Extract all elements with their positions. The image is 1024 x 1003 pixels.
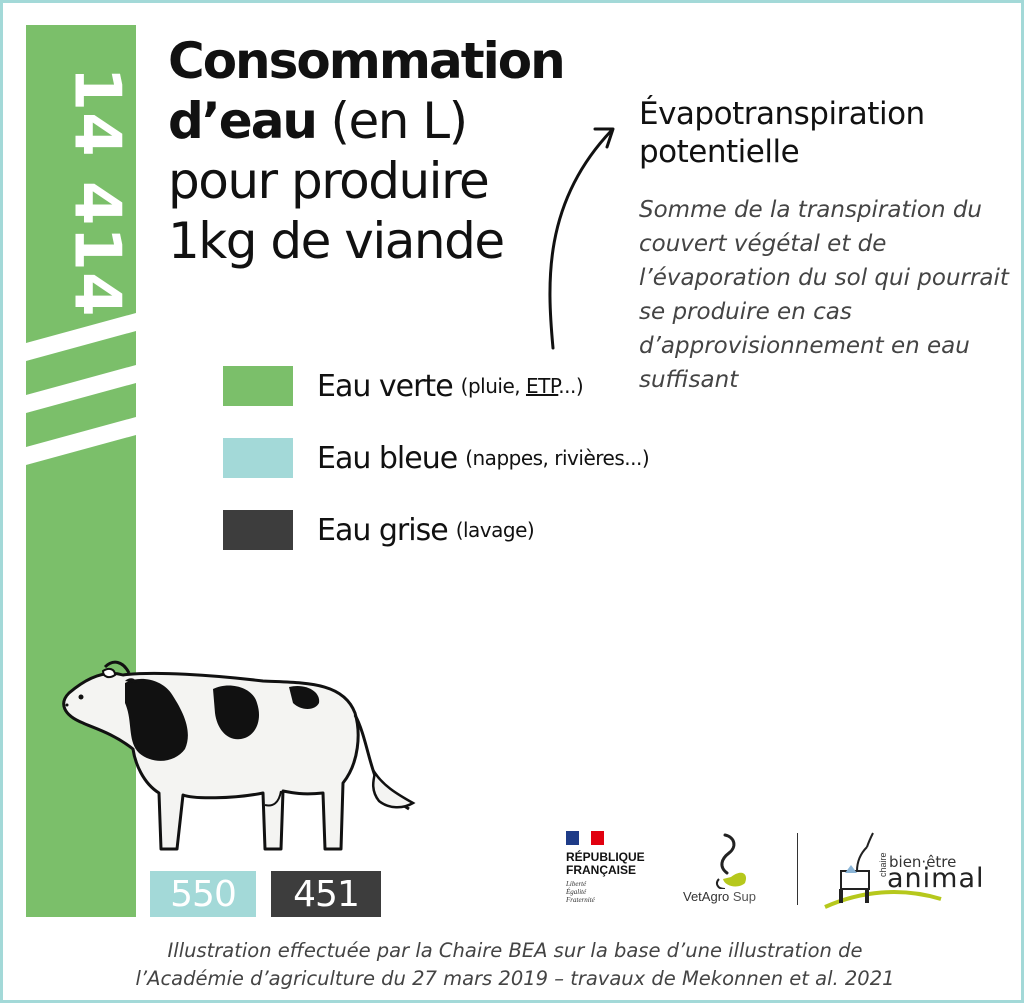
caption: Illustration effectuée par la Chaire BEA… [3, 937, 1024, 993]
grey-water-value: 451 [271, 871, 381, 917]
curved-arrow-icon [548, 127, 615, 350]
vetagro-suffix: Sup [732, 889, 757, 904]
republique-francaise-logo: RÉPUBLIQUE FRANÇAISE Liberté Égalité Fra… [566, 831, 676, 904]
rf-line2: FRANÇAISE [566, 863, 637, 877]
etp-title: Évapotranspiration potentielle [639, 96, 925, 170]
title-unit: (en L) [330, 92, 468, 150]
legend-item-green: Eau verte (pluie, ETP...) [223, 363, 584, 409]
green-water-bar: 14 414 [26, 25, 136, 917]
french-flag-icon [566, 831, 605, 845]
legend-note-green: (pluie, ETP...) [460, 374, 584, 398]
legend-label-blue: Eau bleue [317, 440, 458, 476]
title-rest: pour produire 1kg de viande [168, 152, 505, 270]
cow-icon [62, 660, 416, 851]
legend-swatch-grey [223, 510, 293, 550]
legend-label-green: Eau verte [317, 368, 454, 404]
chaire-line2: animal [887, 863, 985, 894]
legend-item-grey: Eau grise (lavage) [223, 507, 535, 553]
etp-abbr: ETP [525, 374, 559, 398]
legend-item-blue: Eau bleue (nappes, rivières...) [223, 435, 650, 481]
blue-water-value: 550 [150, 871, 256, 917]
vetagro-emblem-icon [716, 833, 747, 889]
chaire-line1: bien·être [889, 853, 957, 871]
legend-note-grey: (lavage) [455, 518, 535, 542]
logo-separator [797, 833, 798, 905]
total-value: 14 414 [59, 66, 133, 318]
caption-line2: l’Académie d’agriculture du 27 mars 2019… [135, 967, 895, 990]
rf-motto: Liberté Égalité Fraternité [566, 880, 595, 904]
legend-note-blue: (nappes, rivières...) [465, 446, 650, 470]
title-bold: Consommation d’eau [168, 32, 566, 150]
bar-stripes [26, 313, 136, 465]
vetagro-name: VetAgro [683, 889, 730, 904]
rf-line1: RÉPUBLIQUE [566, 850, 645, 864]
chaire-bien-etre-animal-logo: chaire bien·être animal [821, 829, 1001, 909]
etp-definition: Somme de la transpiration du couvert vég… [639, 197, 1009, 393]
page-title: Consommation d’eau (en L) pour produire … [168, 31, 588, 271]
caption-line1: Illustration effectuée par la Chaire BEA… [167, 939, 863, 962]
legend-swatch-green [223, 366, 293, 406]
chaire-emblem-icon [824, 832, 942, 909]
legend-label-grey: Eau grise [317, 512, 449, 548]
legend-swatch-blue [223, 438, 293, 478]
